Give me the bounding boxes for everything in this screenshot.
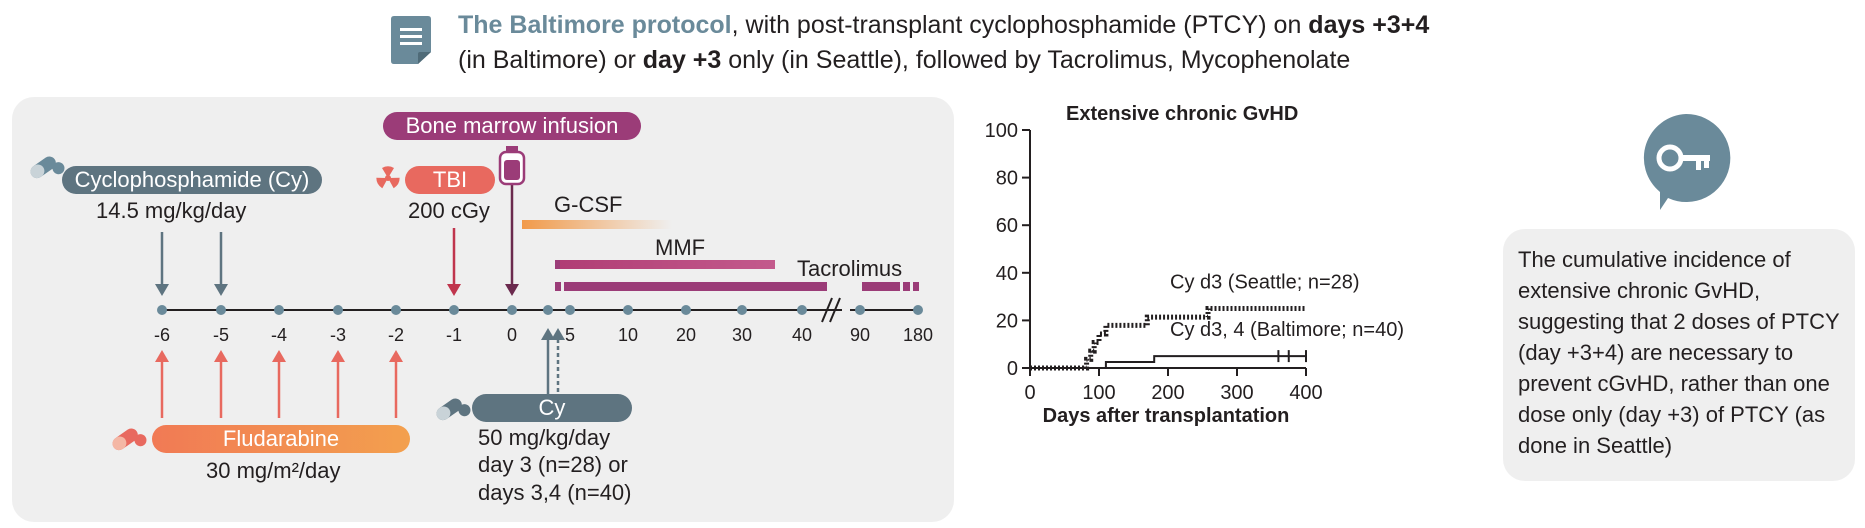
tick-label: -4 xyxy=(270,325,287,345)
tick-label: 180 xyxy=(902,325,934,345)
header-caption: The Baltimore protocol, with post-transp… xyxy=(458,11,1430,74)
mmf-bar xyxy=(555,260,775,269)
x-tick-label: 100 xyxy=(1082,382,1115,404)
tbi-dose: 200 cGy xyxy=(408,198,490,223)
cy-pre-dose: 14.5 mg/kg/day xyxy=(96,198,247,223)
x-tick-label: 200 xyxy=(1151,382,1184,404)
tick-label: 90 xyxy=(849,325,871,345)
x-tick-label: 400 xyxy=(1289,382,1322,404)
tick-label: 5 xyxy=(564,325,575,345)
tbi-label: TBI xyxy=(405,166,495,194)
timeline-dots xyxy=(157,305,923,315)
fludarabine-arrows xyxy=(155,350,403,418)
cy-post-schedule-1: day 3 (n=28) or xyxy=(478,452,628,477)
schema-graphics xyxy=(30,146,923,451)
chart-title: Extensive chronic GvHD xyxy=(1066,103,1298,125)
pill-icon xyxy=(436,398,471,421)
bone-marrow-infusion-label: Bone marrow infusion xyxy=(383,112,641,140)
series-label: Cy d3, 4 (Baltimore; n=40) xyxy=(1170,319,1404,341)
tacrolimus-bar xyxy=(555,282,919,291)
cumulative-incidence-chart: 0 20 40 60 80 100 0 100 200 300 400 Extensive chron… xyxy=(985,103,1404,427)
x-axis-label: Days after transplantation xyxy=(1043,405,1290,427)
conclusion-box xyxy=(1503,229,1855,481)
tick-label: -2 xyxy=(387,325,404,345)
tick-label: 20 xyxy=(675,325,697,345)
y-tick-label: 20 xyxy=(996,310,1018,332)
conclusion-text: The cumulative incidence of extensive ch… xyxy=(1518,247,1840,458)
y-tick-label: 60 xyxy=(996,215,1018,237)
cy-post-schedule-2: days 3,4 (n=40) xyxy=(478,480,632,505)
pill-icon xyxy=(30,156,65,179)
key-icon xyxy=(1638,112,1734,217)
tbi-arrow xyxy=(447,228,461,296)
bone-marrow-arrow xyxy=(505,180,519,296)
pill-icon xyxy=(112,428,147,451)
mmf-label: MMF xyxy=(655,235,706,260)
gcsf-bar xyxy=(522,220,672,229)
series-line-seattle xyxy=(1030,306,1306,371)
tick-label: 40 xyxy=(791,325,813,345)
y-tick-label: 40 xyxy=(996,263,1018,285)
tacrolimus-label: Tacrolimus xyxy=(797,256,903,281)
series-label: Cy d3 (Seattle; n=28) xyxy=(1170,272,1360,294)
tick-label: 0 xyxy=(506,325,517,345)
cyclophosphamide-pre-label: Cyclophosphamide (Cy) xyxy=(62,166,322,194)
cy-post-label: Cy xyxy=(472,394,632,422)
fludarabine-label: Fludarabine xyxy=(152,425,410,453)
series-line-baltimore xyxy=(1030,355,1306,369)
tick-label: 10 xyxy=(617,325,639,345)
x-tick-label: 300 xyxy=(1220,382,1253,404)
gcsf-label: G-CSF xyxy=(554,192,623,217)
tick-label: -6 xyxy=(153,325,170,345)
cy-pre-arrows xyxy=(155,232,228,296)
radiation-icon xyxy=(376,166,400,189)
y-tick-label: 80 xyxy=(996,168,1018,190)
cy-post-dose: 50 mg/kg/day xyxy=(478,425,611,450)
tick-label: 30 xyxy=(731,325,753,345)
iv-bag-icon xyxy=(498,146,526,186)
y-tick-label: 0 xyxy=(1007,358,1018,380)
document-icon xyxy=(390,14,432,71)
tick-label: -1 xyxy=(445,325,462,345)
protocol-name: The Baltimore protocol xyxy=(458,11,732,39)
fludarabine-dose: 30 mg/m²/day xyxy=(206,458,341,483)
x-tick-label: 0 xyxy=(1024,382,1035,404)
y-tick-label: 100 xyxy=(985,120,1018,142)
timeline-axis xyxy=(157,297,923,323)
tick-label: -3 xyxy=(329,325,346,345)
tick-label: -5 xyxy=(212,325,229,345)
cy-post-arrows xyxy=(541,328,565,420)
